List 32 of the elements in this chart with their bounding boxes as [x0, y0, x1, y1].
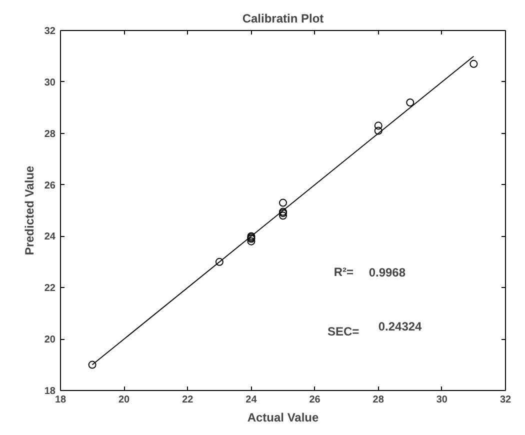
annotation: 0.9968: [368, 266, 406, 280]
annotation: SEC=: [328, 324, 360, 338]
y-tick-label: 32: [44, 26, 56, 37]
point: [470, 60, 478, 68]
y-tick-label: 26: [44, 180, 56, 192]
x-tick-label: 18: [54, 394, 66, 406]
y-tick-label: 18: [44, 386, 56, 397]
point: [406, 98, 414, 106]
annotation: 0.24324: [378, 320, 422, 334]
y-tick-label: 28: [44, 128, 56, 140]
point: [215, 258, 224, 266]
y-tick-label: 20: [44, 334, 56, 346]
point: [279, 212, 287, 220]
point: [279, 198, 287, 207]
point: [374, 122, 382, 130]
annotation: R²=: [334, 265, 354, 280]
x-tick-label: 30: [436, 394, 448, 406]
x-tick-label: 28: [372, 394, 384, 406]
x-tick-label: 26: [309, 394, 321, 406]
y-tick-label: 24: [44, 232, 56, 243]
point: [88, 360, 96, 369]
y-tick-label: 30: [44, 77, 56, 88]
chart-title: Calibratin Plot: [242, 12, 324, 26]
x-axis-title: Actual Value: [247, 410, 320, 424]
y-tick-label: 22: [44, 283, 56, 294]
x-tick-label: 32: [500, 394, 512, 406]
point: [374, 126, 382, 135]
x-tick-label: 20: [118, 394, 130, 406]
x-tick-label: 22: [182, 394, 194, 406]
point: [247, 237, 256, 246]
x-tick-label: 24: [246, 394, 258, 406]
y-axis-title: Predicted Value: [22, 165, 36, 256]
